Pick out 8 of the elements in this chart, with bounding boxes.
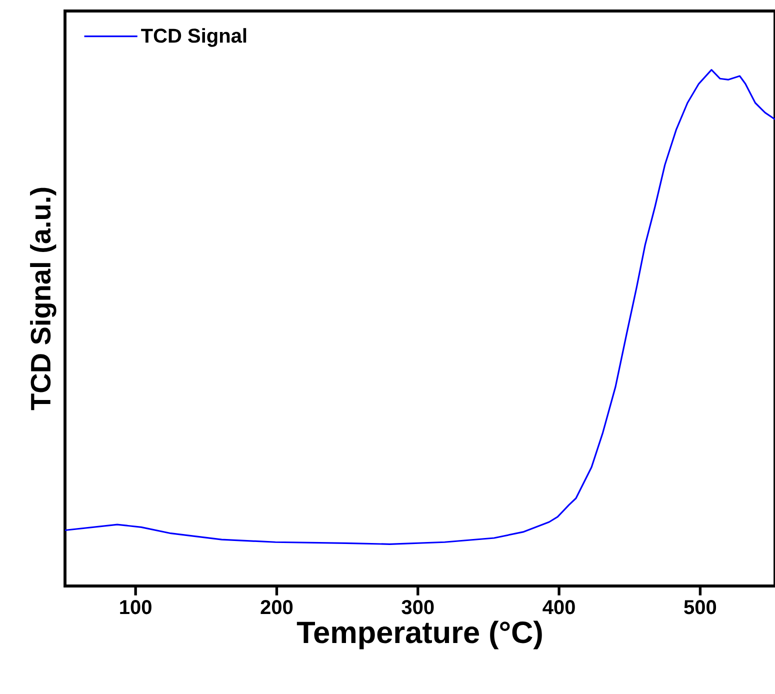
legend-label: TCD Signal <box>141 28 246 47</box>
x-tick-label: 100 <box>120 600 152 614</box>
x-tick-label: 200 <box>260 600 293 614</box>
x-tick-label: 300 <box>402 600 434 614</box>
x-tick-label: 500 <box>684 600 716 614</box>
x-axis-title: Temperature (°C) <box>296 620 542 650</box>
x-tick-label: 400 <box>542 600 575 614</box>
y-axis-title: TCD Signal (a.u.) <box>30 188 56 410</box>
